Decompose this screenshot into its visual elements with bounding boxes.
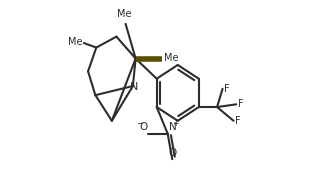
Text: F: F — [238, 99, 243, 109]
Text: Me: Me — [164, 53, 178, 63]
Text: −: − — [136, 119, 143, 128]
Text: O: O — [168, 148, 176, 158]
Text: F: F — [224, 84, 230, 94]
Text: N: N — [130, 83, 138, 92]
Text: +: + — [173, 119, 179, 128]
Text: O: O — [139, 122, 148, 132]
Text: Me: Me — [68, 37, 82, 47]
Text: F: F — [235, 116, 241, 126]
Text: N: N — [169, 122, 176, 132]
Text: Me: Me — [117, 9, 132, 19]
